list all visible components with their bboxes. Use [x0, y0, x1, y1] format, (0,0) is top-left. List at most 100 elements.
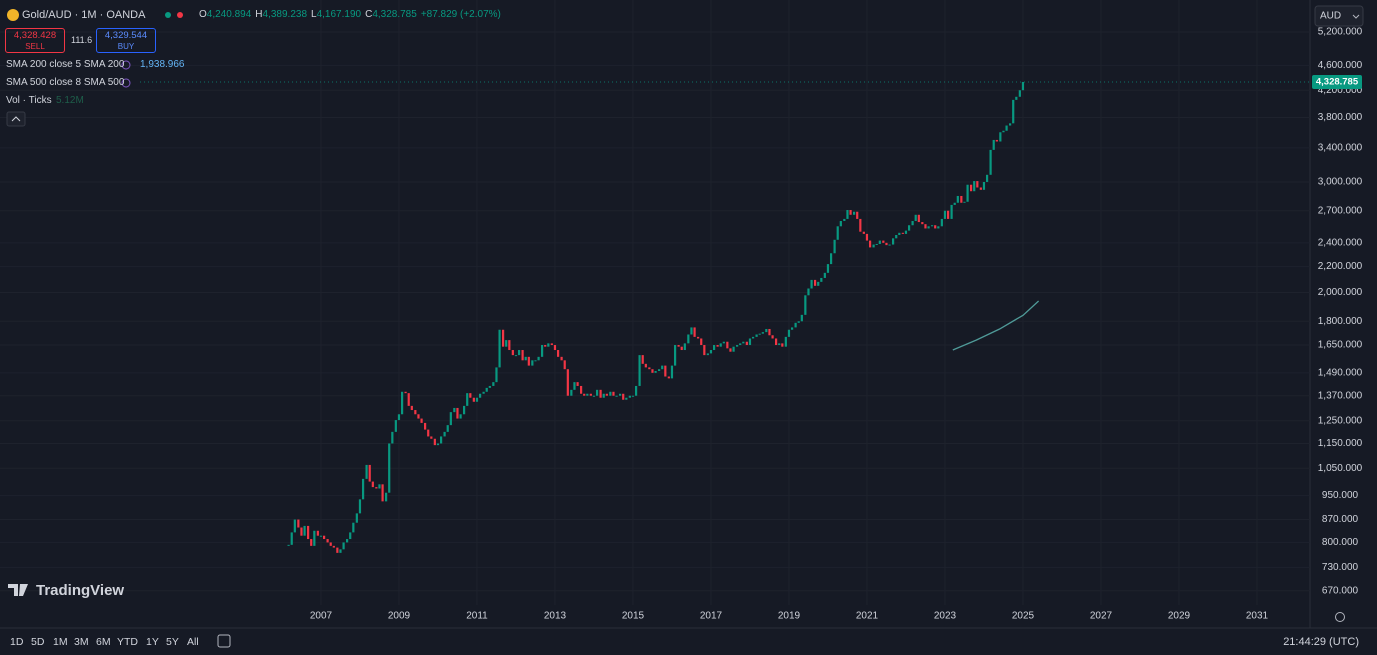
sell-button[interactable]: 4,328.428 SELL: [5, 28, 65, 53]
candle: [583, 393, 586, 396]
range-button[interactable]: All: [187, 636, 199, 648]
candle: [524, 356, 527, 361]
candle: [508, 340, 511, 351]
candle: [375, 487, 378, 489]
candle: [693, 327, 696, 337]
candle: [358, 499, 362, 514]
range-button[interactable]: 1Y: [146, 636, 159, 648]
y-tick-label: 870.000: [1322, 514, 1359, 525]
candle: [602, 393, 605, 398]
range-button[interactable]: 5Y: [166, 636, 179, 648]
indicator-icon: [121, 78, 131, 88]
x-tick-label: 2017: [700, 611, 723, 622]
x-tick-label: 2009: [388, 611, 411, 622]
plot: [140, 81, 1310, 553]
buy-button[interactable]: 4,329.544 BUY: [96, 28, 156, 53]
candle: [943, 210, 947, 219]
candle: [618, 393, 622, 396]
indicator-icon: [121, 60, 131, 70]
y-tick-label: 4,200.000: [1318, 85, 1363, 96]
currency-dropdown[interactable]: [1314, 5, 1364, 27]
candle: [534, 360, 537, 362]
y-tick-label: 950.000: [1322, 490, 1359, 501]
candle: [326, 539, 329, 543]
range-button[interactable]: 5D: [31, 636, 45, 648]
spread: 111.6: [71, 35, 93, 45]
ohlc: O4,240.894 H4,389.238 L4,167.190 C4,328.785…: [199, 9, 501, 20]
candle: [342, 542, 345, 550]
candle: [956, 195, 959, 203]
candle: [934, 225, 937, 229]
candle: [339, 549, 342, 553]
range-button[interactable]: 1D: [10, 636, 24, 648]
candle: [979, 187, 982, 190]
range-button[interactable]: 6M: [96, 636, 111, 648]
candle: [612, 391, 615, 396]
candle: [417, 414, 420, 419]
ohlc-value: 4,240.894: [206, 9, 252, 20]
candle: [488, 385, 491, 388]
candle: [778, 343, 781, 346]
candle: [407, 393, 410, 406]
candle: [531, 360, 534, 366]
range-button[interactable]: YTD: [117, 636, 138, 648]
indicator-name: SMA 500 close 8 SMA 500: [6, 77, 125, 88]
candle: [423, 422, 427, 430]
y-tick-label: 4,600.000: [1318, 60, 1363, 71]
candle: [433, 438, 436, 446]
candle: [810, 279, 813, 289]
candle: [804, 295, 807, 315]
candle: [365, 464, 368, 479]
y-tick-label: 1,650.000: [1318, 340, 1363, 351]
y-tick-label: 1,370.000: [1318, 390, 1363, 401]
candle: [345, 539, 349, 543]
candle: [651, 369, 654, 373]
y-tick-label: 3,400.000: [1318, 142, 1363, 153]
symbol-icon: [7, 9, 19, 21]
candle: [722, 341, 725, 344]
candle: [352, 522, 355, 533]
candle: [742, 341, 745, 344]
candle: [563, 360, 566, 370]
candle: [1015, 96, 1018, 100]
candle: [745, 341, 748, 346]
ohlc-key: C: [365, 9, 373, 20]
candle: [459, 414, 462, 419]
sma-line: [952, 300, 1040, 351]
x-tick-label: 2029: [1168, 611, 1191, 622]
candle: [589, 393, 592, 396]
candle: [761, 332, 764, 334]
candle: [439, 436, 443, 444]
candle: [553, 345, 557, 351]
date-range-icon[interactable]: [217, 634, 231, 648]
candle: [683, 343, 686, 351]
candle: [839, 221, 842, 227]
candle: [560, 356, 563, 361]
candle: [794, 322, 797, 328]
candle: [907, 225, 911, 231]
collapse-button[interactable]: [6, 111, 26, 127]
x-tick-label: 2013: [544, 611, 567, 622]
candle: [378, 484, 381, 489]
settings-icon[interactable]: [1335, 612, 1345, 622]
candle: [826, 264, 830, 273]
candle: [849, 210, 852, 215]
candle: [865, 233, 869, 241]
candle: [511, 350, 514, 356]
candle: [748, 338, 752, 346]
candle: [946, 210, 950, 219]
candle: [595, 389, 599, 396]
candle: [852, 211, 856, 215]
candle: [872, 244, 875, 248]
candle: [456, 407, 459, 419]
candle: [992, 139, 995, 150]
range-button[interactable]: 3M: [74, 636, 89, 648]
x-tick-label: 2011: [466, 611, 488, 622]
range-button[interactable]: 1M: [53, 636, 68, 648]
candle: [514, 355, 518, 357]
candle: [784, 336, 787, 347]
candle: [586, 393, 589, 396]
candle: [644, 363, 647, 368]
x-tick-label: 2027: [1090, 611, 1113, 622]
